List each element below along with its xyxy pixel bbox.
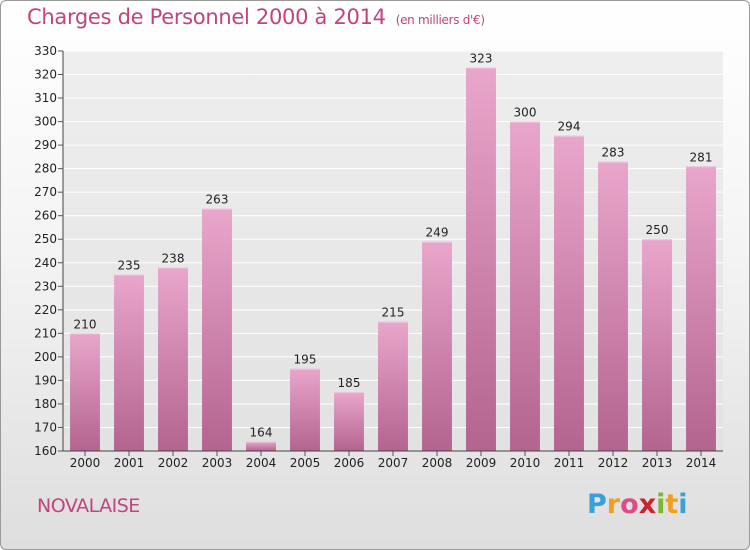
data-label-2002: 238 — [162, 251, 185, 265]
y-tick-label: 280 — [34, 162, 57, 176]
bar-2002 — [158, 267, 188, 451]
data-label-2003: 263 — [206, 193, 229, 207]
data-label-2007: 215 — [382, 306, 405, 320]
x-tick-label-2002: 2002 — [158, 456, 189, 470]
y-tick-label: 300 — [34, 115, 57, 129]
y-tick-label: 240 — [34, 256, 57, 270]
x-tick-label-2001: 2001 — [114, 456, 145, 470]
y-tick-label: 270 — [34, 185, 57, 199]
x-tick-label-2007: 2007 — [378, 456, 409, 470]
logo-letter: x — [638, 489, 657, 520]
bar-2010 — [510, 121, 540, 452]
bar-2007 — [378, 321, 408, 451]
bar-2012 — [598, 161, 628, 451]
y-tick-label: 320 — [34, 68, 57, 82]
x-tick-label-2000: 2000 — [70, 456, 101, 470]
y-tick-label: 210 — [34, 326, 57, 340]
y-tick-label: 260 — [34, 209, 57, 223]
data-label-2005: 195 — [294, 353, 317, 367]
data-label-2009: 323 — [470, 51, 493, 65]
x-tick-label-2005: 2005 — [290, 456, 321, 470]
bar-2011 — [554, 135, 584, 452]
x-tick-label-2012: 2012 — [598, 456, 629, 470]
bar-2001 — [114, 274, 144, 451]
logo-letter: i — [656, 489, 666, 520]
y-tick-label: 230 — [34, 279, 57, 293]
place-name: NOVALAISE — [37, 495, 140, 517]
y-tick-label: 250 — [34, 232, 57, 246]
bar-2004 — [246, 441, 276, 451]
y-tick-label: 190 — [34, 373, 57, 387]
bar-2005 — [290, 368, 320, 451]
x-tick-label-2003: 2003 — [202, 456, 233, 470]
data-label-2004: 164 — [250, 426, 273, 440]
bar-2014 — [686, 166, 716, 451]
proxiti-logo: Proxiti — [587, 489, 688, 520]
y-tick-label: 220 — [34, 303, 57, 317]
bar-2008 — [422, 241, 452, 451]
data-label-2010: 300 — [514, 106, 537, 120]
y-tick-label: 170 — [34, 420, 57, 434]
data-label-2006: 185 — [338, 376, 361, 390]
data-label-2008: 249 — [426, 226, 449, 240]
y-tick-label: 180 — [34, 397, 57, 411]
x-tick-label-2006: 2006 — [334, 456, 365, 470]
x-tick-label-2010: 2010 — [510, 456, 541, 470]
logo-letter: i — [678, 489, 688, 520]
chart-subtitle: (en milliers d'€) — [395, 13, 485, 27]
x-tick-label-2009: 2009 — [466, 456, 497, 470]
bar-2009 — [466, 67, 496, 452]
data-label-2000: 210 — [74, 317, 97, 331]
y-tick-label: 310 — [34, 91, 57, 105]
x-tick-label-2011: 2011 — [554, 456, 585, 470]
y-tick-label: 200 — [34, 350, 57, 364]
bar-2006 — [334, 392, 364, 451]
logo-letter: P — [587, 489, 607, 520]
axes — [58, 50, 723, 456]
bar-2000 — [70, 333, 100, 451]
y-tick-label: 290 — [34, 138, 57, 152]
logo-letter: o — [620, 489, 639, 520]
x-tick-label-2013: 2013 — [642, 456, 673, 470]
x-tick-label-2004: 2004 — [246, 456, 277, 470]
data-label-2011: 294 — [558, 120, 581, 134]
data-label-2012: 283 — [602, 146, 625, 160]
y-tick-label: 330 — [34, 44, 57, 58]
x-tick-label-2008: 2008 — [422, 456, 453, 470]
data-label-2013: 250 — [646, 223, 669, 237]
bar-2003 — [202, 208, 232, 451]
bar-2013 — [642, 239, 672, 451]
data-label-2014: 281 — [690, 150, 713, 164]
bars — [70, 67, 716, 452]
x-tick-label-2014: 2014 — [686, 456, 717, 470]
logo-letter: t — [665, 489, 679, 520]
y-tick-label: 160 — [34, 444, 57, 458]
labels: 160 170 180 190 200 210 220 230 240 250 260 270 280 2… — [34, 44, 716, 470]
data-label-2001: 235 — [118, 259, 141, 273]
chart-title: Charges de Personnel 2000 à 2014 (en mill… — [27, 5, 485, 29]
chart-title-text: Charges de Personnel 2000 à 2014 — [27, 5, 386, 29]
logo-letter: r — [606, 489, 621, 520]
